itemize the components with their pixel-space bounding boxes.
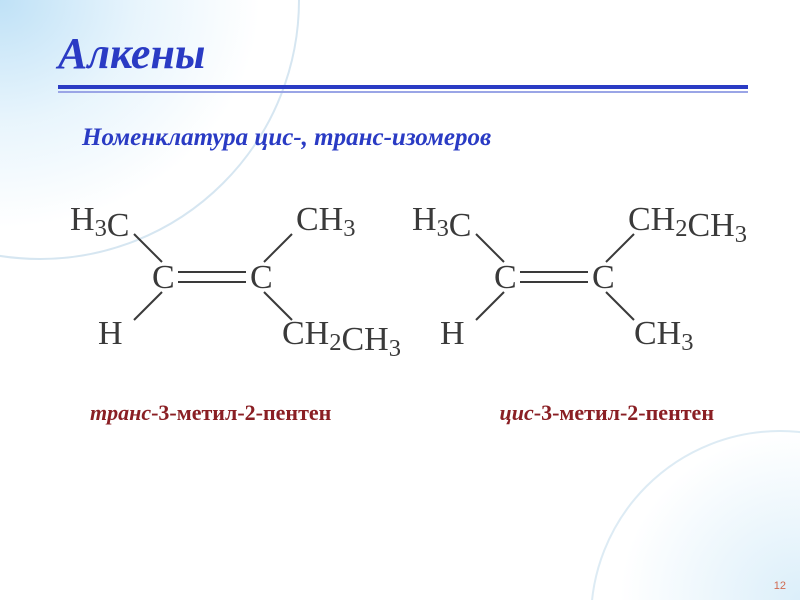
tr: CH3 [296,201,355,242]
molecule-right: C C H3C CH2CH3 H CH3 [404,192,764,362]
caption-right-rest: -3-метил-2-пентен [534,400,714,425]
caption-right: цис-3-метил-2-пентен [500,400,715,426]
caption-left-rest: -3-метил-2-пентен [151,400,331,425]
bond-r-up [606,234,634,262]
caption-right-iso: цис [500,400,534,425]
right-C: C [592,259,615,296]
bond-l-up [134,234,162,262]
caption-row: транс-3-метил-2-пентен цис-3-метил-2-пен… [58,400,752,426]
bond-l-up [476,234,504,262]
tl: H3C [70,201,129,244]
bond-l-dn [476,292,504,320]
bl: H [440,315,465,352]
br: CH3 [634,315,693,356]
slide-subtitle: Номенклатура цис-, транс-изомеров [82,124,752,152]
bond-l-dn [134,292,162,320]
slide-number: 12 [774,580,786,592]
bond-r-dn [606,292,634,320]
caption-left: транс-3-метил-2-пентен [90,400,331,426]
right-C: C [250,259,273,296]
br: CH2CH3 [282,315,401,362]
tr: CH2CH3 [628,201,747,248]
molecule-left-svg: C C H3C CH3 H CH2CH3 [64,192,404,362]
slide-content: Алкены Номенклатура цис-, транс-изомеров… [0,0,800,426]
molecule-left: C C H3C CH3 H CH2CH3 [64,192,404,362]
tl: H3C [412,201,471,244]
slide-title: Алкены [58,28,752,79]
left-C: C [152,259,175,296]
caption-left-iso: транс [90,400,151,425]
molecules-row: C C H3C CH3 H CH2CH3 C C [58,192,752,362]
title-underline [58,85,748,95]
bl: H [98,315,123,352]
left-C: C [494,259,517,296]
molecule-right-svg: C C H3C CH2CH3 H CH3 [404,192,764,362]
bond-r-up [264,234,292,262]
